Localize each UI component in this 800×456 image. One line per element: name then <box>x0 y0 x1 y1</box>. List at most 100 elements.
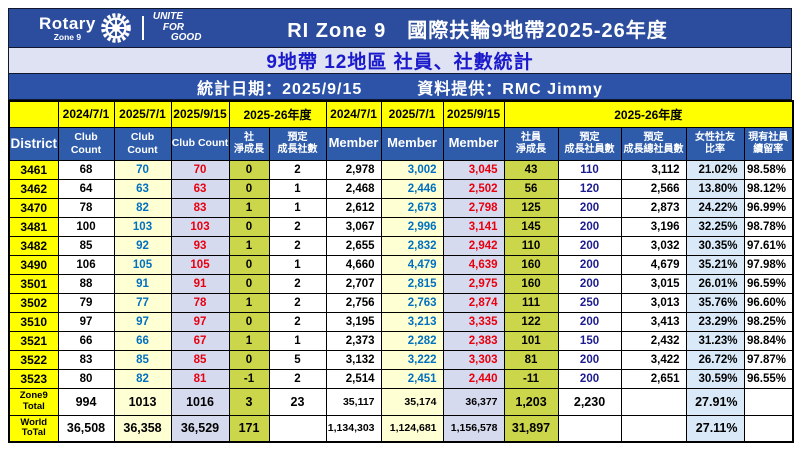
info-band: 統計日期：2025/9/15 資料提供：RMC Jimmy <box>8 74 792 100</box>
value-cell: 24.22% <box>685 197 745 218</box>
col-header-club-net-growth: 社 淨成長 <box>228 126 270 161</box>
rotary-logo-text: Rotary Zone 9 <box>39 15 96 42</box>
statistics-date: 統計日期：2025/9/15 <box>197 80 363 98</box>
value-cell: 98.25% <box>743 311 794 332</box>
value-cell: 3,422 <box>620 349 687 370</box>
value-cell: 98.58% <box>743 159 794 180</box>
value-cell: 31,897 <box>503 414 559 443</box>
value-cell: 2,942 <box>442 235 505 256</box>
value-cell: 96.99% <box>743 197 794 218</box>
value-cell: 200 <box>557 368 622 389</box>
value-cell: 2,440 <box>442 368 505 389</box>
district-cell: 3501 <box>8 273 59 294</box>
value-cell: 70 <box>113 159 172 180</box>
value-cell: 0 <box>228 254 270 275</box>
rotary-brand: Rotary <box>39 13 96 33</box>
value-cell: 3,413 <box>620 311 687 332</box>
value-cell: 2,756 <box>325 292 382 313</box>
value-cell <box>743 414 794 443</box>
value-cell: 98.12% <box>743 178 794 199</box>
value-cell: 2,707 <box>325 273 382 294</box>
value-cell: 96.60% <box>743 292 794 313</box>
value-cell: 1,134,303 <box>325 414 382 443</box>
value-cell: 2,798 <box>442 197 505 218</box>
value-cell: 171 <box>228 414 270 443</box>
value-cell: 32.25% <box>685 216 745 237</box>
col-header-member-net-growth: 社員 淨成長 <box>503 126 559 161</box>
value-cell: 30.59% <box>685 368 745 389</box>
value-cell: 27.91% <box>685 387 745 416</box>
value-cell: 27.11% <box>685 414 745 443</box>
total-row: Zone9 Total 994 1013 1016 3 23 35,117 35,174 36,… <box>8 387 794 416</box>
value-cell: 1 <box>268 254 327 275</box>
col-header-club-count-3: Club Count <box>170 126 230 161</box>
value-cell: 1 <box>228 292 270 313</box>
value-cell: 85 <box>57 235 115 256</box>
value-cell: 67 <box>170 330 230 351</box>
district-cell: 3461 <box>8 159 59 180</box>
value-cell: 36,377 <box>442 387 505 416</box>
value-cell: 160 <box>503 273 559 294</box>
value-cell: 3,213 <box>380 311 444 332</box>
value-cell: 120 <box>557 178 622 199</box>
value-cell: 36,508 <box>57 414 115 443</box>
value-cell: 200 <box>557 349 622 370</box>
value-cell: 91 <box>170 273 230 294</box>
value-cell: 160 <box>503 254 559 275</box>
value-cell: 110 <box>503 235 559 256</box>
value-cell: 4,660 <box>325 254 382 275</box>
value-cell: 98.78% <box>743 216 794 237</box>
value-cell: 13.80% <box>685 178 745 199</box>
value-cell: 2,651 <box>620 368 687 389</box>
value-cell: 3,112 <box>620 159 687 180</box>
value-cell: 85 <box>113 349 172 370</box>
value-cell: 200 <box>557 254 622 275</box>
value-cell: 2,763 <box>380 292 444 313</box>
col-header-planned-member-growth: 預定 成長社員數 <box>557 126 622 161</box>
period-clubs-term: 2025-26年度 <box>228 100 327 128</box>
period-clubs-2024: 2024/7/1 <box>57 100 115 128</box>
col-header-retention-rate: 現有社員 續留率 <box>743 126 794 161</box>
corner-cell <box>8 100 59 128</box>
value-cell: 35,174 <box>380 387 444 416</box>
value-cell: 2,383 <box>442 330 505 351</box>
value-cell: 97.98% <box>743 254 794 275</box>
value-cell: 200 <box>557 311 622 332</box>
value-cell: 83 <box>57 349 115 370</box>
value-cell: 0 <box>228 273 270 294</box>
value-cell: 2,566 <box>620 178 687 199</box>
value-cell: 23 <box>268 387 327 416</box>
value-cell: 92 <box>113 235 172 256</box>
value-cell: 1 <box>268 330 327 351</box>
value-cell: 2,874 <box>442 292 505 313</box>
value-cell: 2,996 <box>380 216 444 237</box>
col-header-member-2: Member <box>380 126 444 161</box>
tagline-line: FOR <box>162 21 184 33</box>
table-row: 3523 80 82 81 -1 2 2,514 2,451 2,440 -11 200 2,651 3… <box>8 368 794 389</box>
district-cell: 3490 <box>8 254 59 275</box>
value-cell: 1,156,578 <box>442 414 505 443</box>
col-header-planned-total-members: 預定 成長總社員數 <box>620 126 687 161</box>
value-cell: 2,230 <box>557 387 622 416</box>
value-cell: 81 <box>503 349 559 370</box>
table-row: 3502 79 77 78 1 2 2,756 2,763 2,874 111 250 3,013 35… <box>8 292 794 313</box>
value-cell: 3,032 <box>620 235 687 256</box>
col-header-member-1: Member <box>325 126 382 161</box>
value-cell: 85 <box>170 349 230 370</box>
value-cell: 23.29% <box>685 311 745 332</box>
value-cell: 78 <box>170 292 230 313</box>
value-cell: 250 <box>557 292 622 313</box>
district-cell: 3523 <box>8 368 59 389</box>
value-cell: 80 <box>57 368 115 389</box>
value-cell: 4,679 <box>620 254 687 275</box>
value-cell: 2 <box>268 311 327 332</box>
value-cell: 70 <box>170 159 230 180</box>
value-cell: 36,529 <box>170 414 230 443</box>
page-subtitle: 9地帶 12地區 社員、社數統計 <box>266 52 534 73</box>
period-header-row: 2024/7/1 2025/7/1 2025/9/15 2025-26年度 20… <box>8 100 794 128</box>
table-row: 3521 66 66 67 1 1 2,373 2,282 2,383 101 150 2,432 31… <box>8 330 794 351</box>
period-members-term: 2025-26年度 <box>503 100 794 128</box>
value-cell: 105 <box>113 254 172 275</box>
value-cell: 68 <box>57 159 115 180</box>
